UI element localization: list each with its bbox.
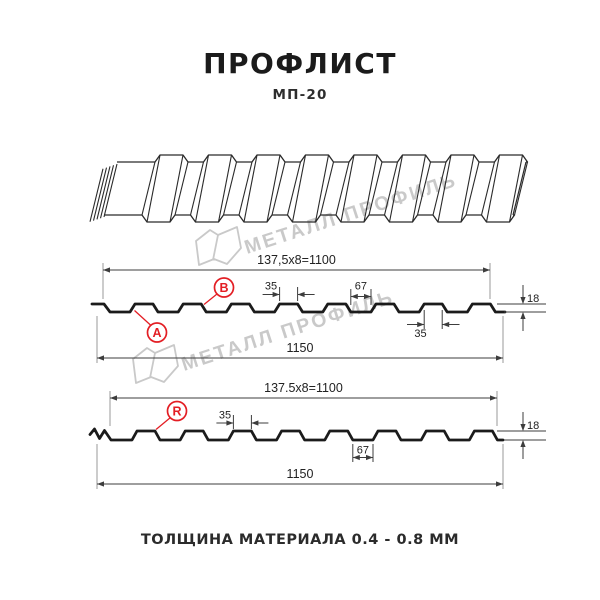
profile-3d-rib-edge	[485, 154, 501, 223]
marker-circle-B	[213, 277, 235, 298]
page-title: ПРОФЛИСТ	[203, 47, 397, 80]
profile-3d-rib-edge	[238, 161, 253, 216]
marker-label-R: R	[172, 405, 181, 419]
arrowhead	[364, 293, 371, 300]
footer: ТОЛЩИНА МАТЕРИАЛА 0.4 - 0.8 ММ	[0, 532, 600, 548]
arrowhead	[496, 355, 503, 361]
header: ПРОФЛИСТ МП-20	[0, 47, 600, 104]
profile-cross-section	[90, 302, 507, 314]
profile-3d-cut-end	[103, 163, 118, 218]
arrowhead	[110, 395, 117, 401]
profile-3d-rib-edge	[416, 161, 432, 216]
dim-label-overall-lower: 1150	[287, 467, 314, 481]
profile-3d-front-edge	[104, 214, 516, 223]
arrowhead	[226, 420, 234, 426]
profile-3d-rib-edge	[513, 161, 529, 216]
watermark-logo-icon	[195, 226, 242, 266]
profile-3d-rib-edge	[286, 161, 302, 216]
arrowhead	[350, 293, 358, 300]
watermark-logo-icon	[132, 344, 179, 384]
arrowhead	[520, 312, 526, 319]
watermark-logo-fold	[149, 352, 156, 379]
marker-circle-A	[146, 322, 168, 343]
dim-label-pitch-lower: 137.5x8=1100	[264, 381, 343, 395]
profile-3d-rib-edge	[335, 161, 350, 216]
watermark-text: МЕТАЛЛ ПРОФИЛЬ	[179, 286, 397, 376]
dim-label-height: 18	[527, 293, 539, 305]
arrowhead	[352, 454, 360, 461]
profile-3d-rib-edge	[243, 154, 258, 223]
profile-3d-rib-edge	[437, 154, 452, 223]
profile-3d-cut-end	[92, 167, 108, 221]
profile-3d-rib-edge	[508, 154, 524, 223]
dim-label-height: 18	[527, 420, 539, 432]
profile-3d-rib-edge	[480, 161, 496, 216]
dim-label-overall-upper: 1150	[287, 341, 314, 355]
arrowhead	[490, 395, 497, 401]
marker-circle-R	[166, 400, 188, 422]
profile-3d-rib-edge	[189, 161, 205, 216]
profile-3d-rib-edge	[266, 154, 281, 223]
arrowhead	[97, 355, 104, 361]
profile-3d-cut-end	[96, 166, 111, 220]
profile-3d-rib-edge	[291, 154, 307, 223]
arrowhead	[272, 291, 280, 298]
dim-label-valley-width: 67	[357, 445, 369, 457]
profile-3d-rib-edge	[383, 161, 399, 216]
marker-label-B: B	[219, 281, 228, 295]
profile-3d-right-end	[512, 161, 527, 216]
arrowhead	[97, 481, 104, 487]
page-subtitle: МП-20	[272, 87, 328, 103]
dim-label-pitch-upper: 137,5x8=1100	[257, 253, 336, 267]
marker-label-A: A	[152, 326, 161, 340]
arrowhead	[442, 321, 450, 328]
arrowhead	[483, 267, 490, 273]
profile-3d-cut-end	[89, 168, 104, 222]
profile-3d-rib-edge	[146, 154, 161, 223]
profile-3d-rib-edge	[141, 161, 156, 216]
profile-3d-rib-edge	[169, 154, 184, 223]
marker-leader	[155, 416, 171, 431]
profile-3d-rib-edge	[460, 154, 475, 223]
profile-3d-rib-edge	[194, 154, 210, 223]
profile-3d-rib-edge	[222, 161, 238, 216]
dim-label-rib-width-bottom: 35	[414, 328, 426, 340]
arrowhead	[520, 440, 526, 447]
arrowhead	[520, 424, 526, 431]
dim-label-valley-width: 67	[355, 281, 367, 293]
arrowhead	[417, 321, 425, 328]
material-thickness-note: ТОЛЩИНА МАТЕРИАЛА 0.4 - 0.8 ММ	[140, 532, 460, 548]
profile-3d-rib-edge	[411, 154, 427, 223]
marker-leader	[134, 310, 152, 326]
dim-label-rib-width: 35	[265, 281, 277, 293]
profile-3d-rib-edge	[314, 154, 330, 223]
profile-3d-rib-edge	[388, 154, 404, 223]
arrowhead	[297, 291, 305, 298]
profile-3d-cut-end	[99, 165, 115, 219]
arrowhead	[520, 297, 526, 304]
profile-3d-rib-edge	[432, 161, 447, 216]
profile-3d-back-edge	[117, 154, 529, 163]
arrowhead	[103, 267, 110, 273]
profile-3d-rib-edge	[271, 161, 286, 216]
arrowhead	[251, 420, 259, 426]
profile-3d-rib-edge	[368, 161, 383, 216]
dim-label-rib-width: 35	[219, 410, 231, 422]
profile-3d-rib-edge	[340, 154, 355, 223]
arrowhead	[496, 481, 503, 487]
profile-3d-rib-edge	[174, 161, 189, 216]
profile-3d-rib-edge	[217, 154, 233, 223]
arrowhead	[366, 454, 373, 461]
watermark-logo-fold	[212, 234, 219, 261]
profile-3d-rib-edge	[319, 161, 335, 216]
marker-leader	[203, 293, 218, 306]
profile-cross-section	[88, 427, 505, 442]
profile-3d-rib-edge	[465, 161, 480, 216]
profile-3d-rib-edge	[363, 154, 378, 223]
